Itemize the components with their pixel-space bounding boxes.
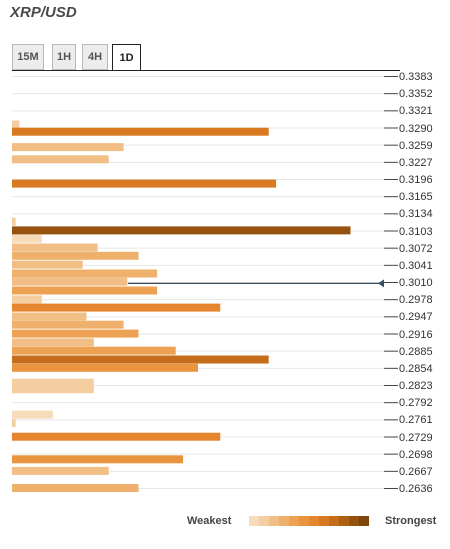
price-tick-label: 0.2916: [399, 328, 433, 341]
tab-4h[interactable]: 4H: [82, 44, 108, 70]
current-price-marker: [378, 279, 384, 288]
price-tick-label: 0.3352: [399, 88, 433, 101]
legend-swatch: [299, 516, 309, 526]
level-bar: [12, 418, 16, 427]
level-bar: [12, 484, 139, 492]
level-bar: [12, 251, 139, 260]
level-bar: [12, 295, 42, 304]
level-bar: [12, 312, 87, 321]
level-bar: [12, 455, 184, 464]
price-tick-label: 0.3103: [399, 225, 433, 238]
price-tick-label: 0.3383: [399, 71, 433, 83]
level-bar: [12, 286, 158, 295]
legend-weakest-label: Weakest: [187, 515, 232, 527]
price-tick-label: 0.3072: [399, 242, 433, 255]
level-bar: [12, 432, 221, 441]
price-tick-label: 0.3041: [399, 259, 433, 272]
legend-swatch: [279, 516, 289, 526]
level-bar: [12, 329, 139, 338]
level-bar: [12, 410, 53, 419]
level-bar: [12, 338, 94, 347]
legend-swatch: [249, 516, 259, 526]
legend-swatch: [269, 516, 279, 526]
level-bar: [12, 234, 42, 243]
legend-swatch: [309, 516, 319, 526]
price-tick-label: 0.2978: [399, 294, 433, 307]
legend-swatch: [289, 516, 299, 526]
level-bar: [12, 378, 94, 387]
level-bar: [12, 226, 351, 235]
legend-swatch: [339, 516, 349, 526]
price-tick-label: 0.3010: [399, 277, 433, 289]
price-tick-label: 0.3165: [399, 191, 433, 204]
price-tick-label: 0.2729: [399, 431, 433, 444]
price-tick-label: 0.2854: [399, 362, 433, 375]
legend-strongest-label: Strongest: [385, 515, 437, 527]
tab-1d[interactable]: 1D: [112, 44, 141, 71]
legend-swatch: [259, 516, 269, 526]
price-tick-label: 0.2698: [399, 448, 433, 461]
price-tick-label: 0.2823: [399, 380, 433, 392]
legend-swatch: [329, 516, 339, 526]
tab-1h[interactable]: 1H: [52, 44, 76, 70]
legend-swatch: [359, 516, 369, 526]
level-bar: [12, 269, 158, 278]
level-bar: [12, 217, 16, 226]
level-bar: [12, 466, 109, 475]
level-bar: [12, 363, 198, 372]
level-bar: [12, 120, 20, 129]
level-bar: [12, 179, 277, 188]
level-bar: [12, 127, 269, 136]
price-tick-label: 0.2667: [399, 465, 433, 478]
price-tick-label: 0.3321: [399, 105, 433, 118]
price-tick-label: 0.3134: [399, 208, 433, 221]
level-bar: [12, 320, 124, 329]
level-bar: [12, 143, 124, 152]
price-tick-label: 0.2947: [399, 311, 433, 324]
price-tick-label: 0.3196: [399, 174, 433, 186]
price-tick-label: 0.2792: [399, 397, 433, 410]
level-bar: [12, 243, 98, 252]
level-bar: [12, 346, 176, 355]
legend-swatch: [349, 516, 359, 526]
level-bar: [12, 277, 128, 286]
legend-swatch: [319, 516, 329, 526]
level-bar: [12, 355, 269, 364]
level-bar: [12, 260, 83, 269]
price-tick-label: 0.3259: [399, 139, 433, 152]
level-bar: [12, 155, 109, 164]
chart-title: XRP/USD: [10, 4, 77, 21]
tab-15m[interactable]: 15M: [12, 44, 44, 70]
price-tick-label: 0.3290: [399, 122, 433, 135]
price-tick-label: 0.2761: [399, 414, 433, 427]
level-bar: [12, 303, 221, 312]
tab-underline: [12, 70, 400, 71]
price-tick-label: 0.2885: [399, 345, 433, 358]
level-bar: [12, 385, 94, 394]
price-tick-label: 0.2636: [399, 483, 433, 495]
price-tick-label: 0.3227: [399, 156, 433, 169]
strength-legend: Weakest Strongest: [0, 513, 450, 531]
